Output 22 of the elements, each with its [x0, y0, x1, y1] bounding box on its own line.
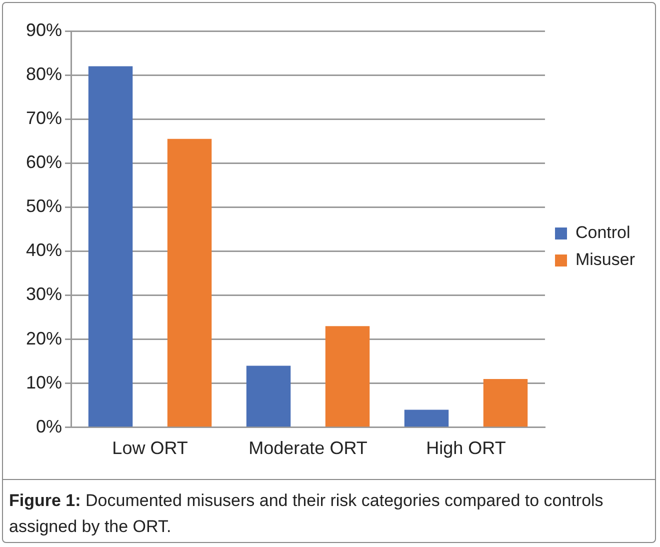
y-tick-label: 0%	[36, 416, 62, 436]
bar	[167, 138, 212, 427]
y-tick-label: 30%	[26, 284, 62, 304]
caption: Figure 1: Documented misusers and their risk categories compared to controls assigned by the ORT.	[9, 490, 604, 538]
y-tick-label: 40%	[26, 240, 62, 260]
bar	[88, 66, 133, 427]
y-tick-label: 20%	[26, 328, 62, 348]
y-tick-label: 50%	[26, 196, 62, 216]
legend-label: Control	[575, 223, 630, 242]
x-tick-label: High ORT	[426, 438, 506, 458]
y-tick-label: 10%	[26, 372, 62, 392]
y-tick-label: 70%	[26, 108, 62, 128]
legend-label: Misuser	[575, 250, 636, 270]
bar	[483, 378, 528, 427]
y-tick-label: 80%	[26, 64, 62, 84]
x-tick-label: Low ORT	[112, 438, 188, 458]
bar	[404, 410, 449, 427]
bar	[325, 326, 370, 427]
x-tick-label: Moderate ORT	[248, 438, 368, 458]
bar	[246, 366, 291, 427]
y-tick-label: 60%	[26, 152, 62, 172]
y-tick-label: 90%	[26, 20, 62, 40]
